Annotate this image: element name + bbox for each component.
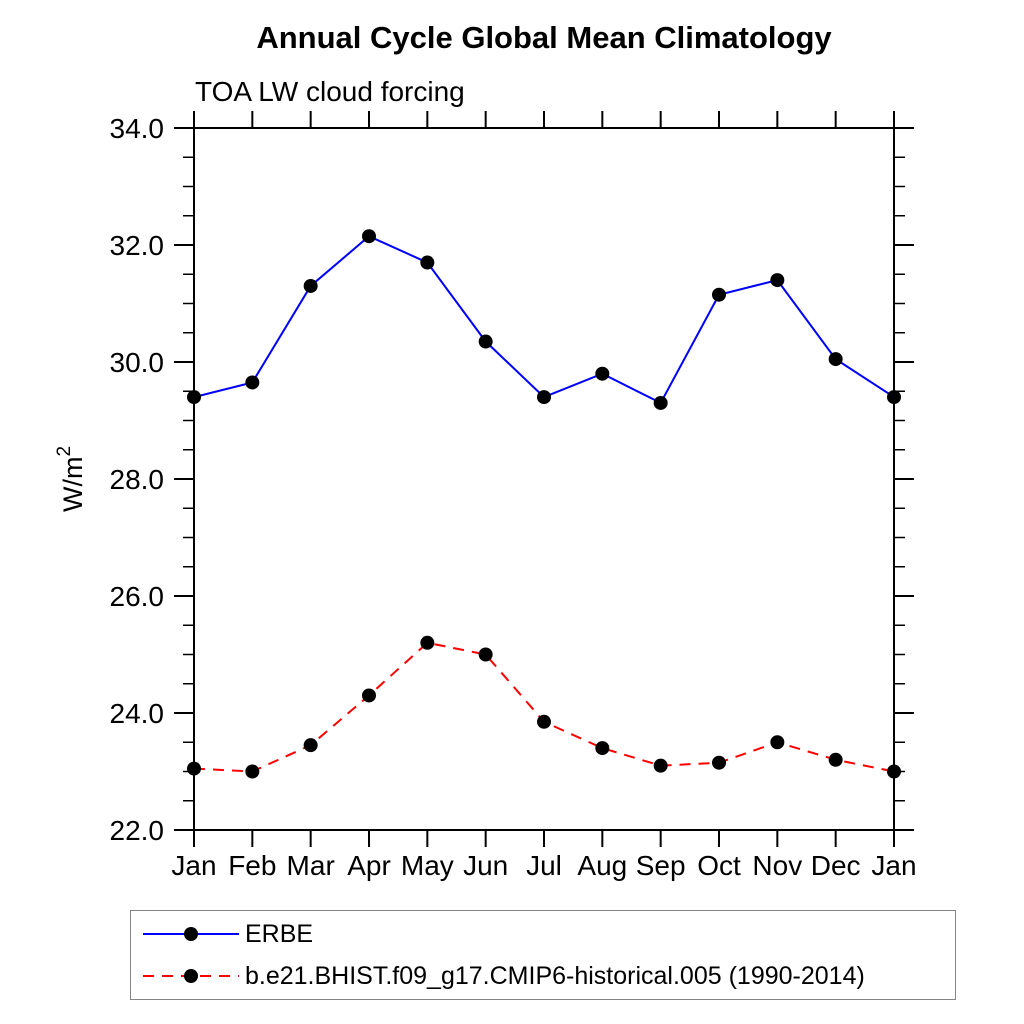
x-tick-label: Dec bbox=[811, 850, 861, 881]
x-tick-label: Nov bbox=[752, 850, 802, 881]
y-tick-label: 32.0 bbox=[110, 230, 165, 261]
model-line-sample bbox=[143, 969, 239, 983]
data-point-marker bbox=[362, 229, 376, 244]
data-point-marker bbox=[303, 278, 318, 293]
x-tick-label: Oct bbox=[697, 850, 741, 881]
data-point-marker bbox=[537, 714, 551, 729]
data-point-marker bbox=[887, 390, 901, 405]
data-point-marker bbox=[245, 375, 260, 390]
data-point-marker bbox=[712, 755, 726, 770]
model-marker-dot bbox=[184, 969, 198, 983]
x-tick-label: Mar bbox=[287, 850, 335, 881]
y-tick-label: 30.0 bbox=[110, 347, 165, 378]
legend-item-erbe: ERBE bbox=[137, 916, 955, 952]
legend: ERBE b.e21.BHIST.f09_g17.CMIP6-historica… bbox=[130, 910, 956, 1000]
data-point-marker bbox=[537, 390, 551, 405]
data-point-marker bbox=[828, 352, 843, 367]
data-point-marker bbox=[245, 764, 260, 779]
y-tick-label: 22.0 bbox=[110, 815, 165, 846]
x-tick-label: May bbox=[401, 850, 454, 881]
x-tick-label: Feb bbox=[228, 850, 276, 881]
data-point-marker bbox=[770, 273, 785, 288]
erbe-line-sample bbox=[143, 927, 239, 941]
data-point-marker bbox=[653, 395, 668, 410]
x-tick-label: Jun bbox=[463, 850, 508, 881]
data-point-marker bbox=[362, 688, 376, 703]
plot-frame bbox=[193, 127, 895, 831]
data-series bbox=[187, 229, 901, 779]
y-axis-title: W/m2 bbox=[54, 446, 88, 512]
chart-subtitle: TOA LW cloud forcing bbox=[195, 76, 465, 107]
series-line-erbe bbox=[193, 235, 895, 405]
data-point-marker bbox=[712, 287, 726, 302]
data-point-marker bbox=[595, 741, 610, 756]
legend-label-erbe: ERBE bbox=[245, 919, 314, 948]
x-tick-label: Apr bbox=[347, 850, 391, 881]
data-point-marker bbox=[420, 635, 435, 650]
data-point-marker bbox=[303, 738, 318, 753]
data-point-marker bbox=[420, 255, 435, 270]
y-tick-label: 34.0 bbox=[110, 113, 165, 144]
y-axis-label: W/m2 bbox=[54, 446, 88, 512]
x-tick-label: Jan bbox=[871, 850, 916, 881]
data-point-marker bbox=[187, 761, 201, 776]
data-point-marker bbox=[478, 334, 493, 349]
x-axis-month-labels: Jan Feb Mar Apr May Jun Jul Aug Sep Oct Nov Dec Jan bbox=[171, 850, 916, 881]
y-tick-label: 28.0 bbox=[110, 464, 165, 495]
data-point-marker bbox=[828, 752, 843, 767]
axis-ticks bbox=[174, 111, 914, 847]
y-axis-tick-labels: 22.0 24.0 26.0 28.0 30.0 32.0 34.0 bbox=[110, 113, 165, 846]
data-point-marker bbox=[770, 735, 785, 750]
series-line-model bbox=[193, 641, 895, 773]
data-point-marker bbox=[887, 764, 901, 779]
plot-border bbox=[193, 127, 895, 831]
y-tick-label: 26.0 bbox=[110, 581, 165, 612]
x-tick-label: Sep bbox=[636, 850, 686, 881]
data-point-marker bbox=[478, 647, 493, 662]
page-title: Annual Cycle Global Mean Climatology bbox=[256, 20, 832, 55]
erbe-marker-dot bbox=[184, 927, 198, 941]
data-point-marker bbox=[595, 366, 610, 381]
y-tick-label: 24.0 bbox=[110, 698, 165, 729]
x-tick-label: Jan bbox=[171, 850, 216, 881]
legend-item-model: b.e21.BHIST.f09_g17.CMIP6-historical.005… bbox=[137, 958, 955, 994]
legend-label-model: b.e21.BHIST.f09_g17.CMIP6-historical.005… bbox=[245, 961, 865, 990]
x-tick-label: Aug bbox=[577, 850, 627, 881]
data-point-marker bbox=[187, 390, 201, 405]
x-tick-label: Jul bbox=[526, 850, 562, 881]
data-point-marker bbox=[653, 758, 668, 773]
